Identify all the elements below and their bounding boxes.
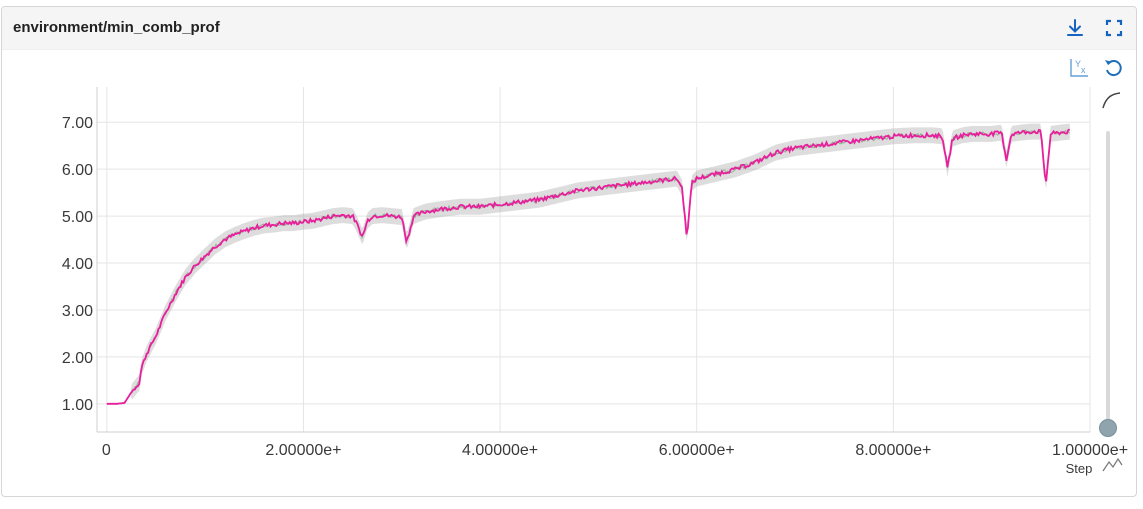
chart-card: environment/min_comb_prof Y x bbox=[1, 6, 1137, 497]
y-axis-log-toggle-icon[interactable]: Y x bbox=[1068, 57, 1090, 79]
series-line bbox=[106, 128, 1070, 405]
y-tick-label: 7.00 bbox=[62, 115, 93, 132]
y-tick-label: 1.00 bbox=[62, 397, 93, 414]
x-tick-label: 6.00000e+ bbox=[659, 442, 735, 459]
smoothing-slider-track[interactable] bbox=[1106, 131, 1110, 425]
x-axis-label: Step bbox=[1066, 461, 1093, 476]
x-tick-label: 4.00000e+ bbox=[462, 442, 538, 459]
x-tick-label: 1.00000e+ bbox=[1052, 442, 1128, 459]
y-tick-label: 4.00 bbox=[62, 256, 93, 273]
reset-zoom-icon[interactable] bbox=[1102, 57, 1124, 79]
series-variance-band bbox=[106, 123, 1070, 405]
smoothing-slider-handle[interactable] bbox=[1099, 419, 1117, 437]
x-tick-label: 0 bbox=[102, 442, 111, 459]
y-tick-label: 3.00 bbox=[62, 303, 93, 320]
y-tick-label: 2.00 bbox=[62, 350, 93, 367]
svg-text:x: x bbox=[1081, 65, 1086, 75]
fullscreen-icon[interactable] bbox=[1103, 17, 1125, 39]
series-line-secondary bbox=[106, 129, 1071, 405]
smoothing-curve-icon bbox=[1102, 92, 1121, 109]
card-header: environment/min_comb_prof bbox=[2, 7, 1136, 50]
svg-text:Y: Y bbox=[1075, 59, 1081, 69]
chart-title: environment/min_comb_prof bbox=[13, 19, 220, 36]
x-tick-label: 8.00000e+ bbox=[855, 442, 931, 459]
y-tick-label: 5.00 bbox=[62, 209, 93, 226]
x-tick-label: 2.00000e+ bbox=[265, 442, 341, 459]
y-tick-label: 6.00 bbox=[62, 162, 93, 179]
series-chart-icon[interactable] bbox=[1101, 453, 1123, 475]
download-icon[interactable] bbox=[1064, 17, 1086, 39]
